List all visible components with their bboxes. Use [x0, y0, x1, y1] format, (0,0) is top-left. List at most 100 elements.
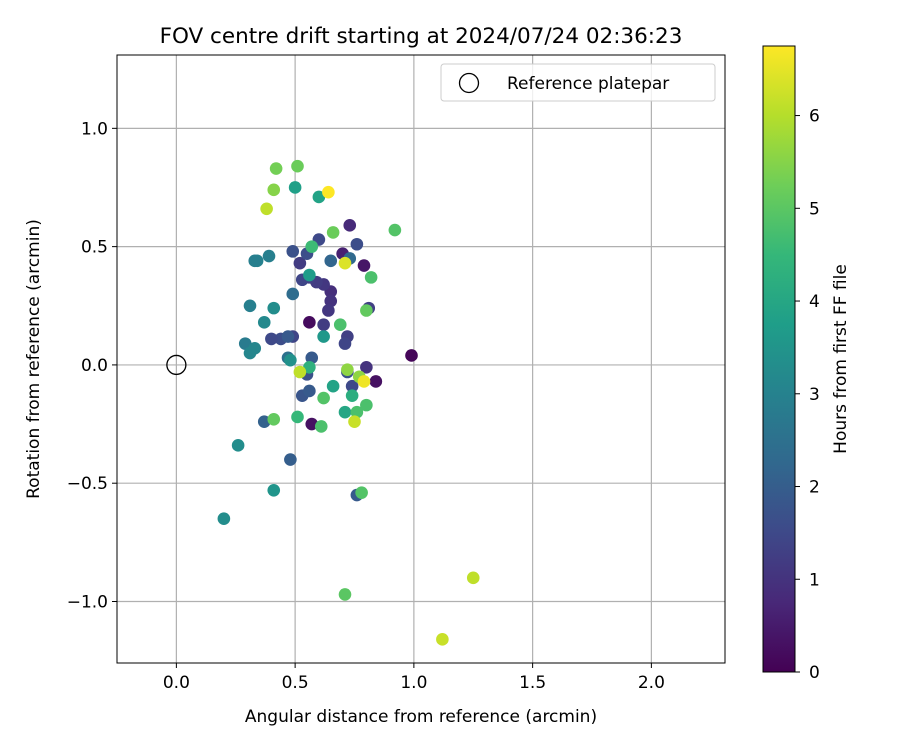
colorbar-tick-label: 2: [809, 478, 820, 498]
plot-frame: [116, 54, 726, 664]
data-point: [350, 405, 364, 419]
data-point: [303, 268, 316, 282]
data-point: [286, 245, 300, 258]
x-tick-label: 0.5: [282, 673, 309, 693]
data-point: [314, 420, 328, 433]
y-tick-label: 0.5: [81, 238, 108, 258]
colorbar-frame: [762, 45, 796, 673]
data-point: [257, 415, 271, 428]
colorbar-tick-label: 4: [809, 292, 820, 312]
data-point: [238, 337, 252, 350]
data-point: [303, 360, 316, 374]
y-tick-label: −0.5: [67, 474, 108, 494]
colorbar-tick-label: 1: [809, 570, 820, 590]
colorbar: 0 1 2 3 4 5 6 Hours from first FF file: [762, 45, 851, 683]
data-point: [217, 512, 231, 525]
data-point: [357, 375, 371, 388]
y-axis-ticks: −1.0 −0.5 0.0 0.5 1.0: [67, 119, 117, 612]
y-tick-label: 1.0: [81, 119, 108, 139]
data-points: [217, 159, 480, 646]
data-point: [322, 304, 335, 317]
legend-label: Reference platepar: [507, 74, 669, 94]
data-point: [317, 330, 330, 343]
data-point: [257, 316, 271, 329]
data-point: [269, 162, 283, 175]
data-point: [360, 398, 373, 412]
data-point: [466, 571, 480, 585]
plot-background: [117, 55, 725, 663]
data-point: [305, 240, 319, 253]
colorbar-tick-label: 0: [809, 663, 820, 683]
data-point: [333, 318, 347, 331]
data-point: [248, 254, 262, 268]
data-point: [284, 353, 297, 367]
data-point: [345, 389, 359, 402]
data-point: [303, 384, 316, 398]
chart-title: FOV centre drift starting at 2024/07/24 …: [160, 24, 683, 49]
data-point: [284, 453, 297, 466]
colorbar-label: Hours from first FF file: [831, 264, 851, 454]
data-point: [343, 219, 357, 232]
data-point: [369, 375, 383, 388]
data-point: [338, 337, 352, 350]
y-tick-label: 0.0: [81, 356, 108, 376]
data-point: [291, 410, 304, 424]
legend-reference-marker: [458, 72, 480, 94]
x-tick-label: 1.0: [400, 673, 427, 693]
data-point: [388, 223, 402, 237]
data-point: [357, 259, 371, 272]
x-tick-label: 2.0: [638, 673, 665, 693]
data-point: [293, 365, 307, 379]
reference-marker: [166, 354, 187, 376]
data-point: [324, 294, 338, 308]
data-point: [326, 226, 340, 239]
data-point: [326, 379, 340, 393]
reference-marker-layer: [166, 354, 187, 376]
data-point: [322, 185, 335, 199]
data-point: [350, 237, 364, 251]
data-point: [338, 256, 352, 270]
data-point: [312, 190, 326, 204]
x-tick-label: 1.5: [519, 673, 546, 693]
data-point: [265, 332, 278, 346]
data-point: [317, 391, 330, 405]
data-point: [317, 318, 330, 331]
legend-box: [440, 63, 716, 102]
data-point: [338, 588, 352, 601]
data-point: [267, 483, 281, 497]
data-point: [405, 349, 418, 362]
data-point: [345, 379, 359, 393]
colorbar-ticks: 0 1 2 3 4 5 6: [795, 107, 820, 683]
data-point: [267, 413, 281, 426]
data-point: [364, 271, 378, 284]
data-point: [281, 330, 295, 343]
data-point: [341, 363, 354, 376]
data-point: [305, 417, 319, 431]
data-point: [267, 183, 281, 197]
data-point: [243, 346, 257, 360]
x-tick-label: 0.0: [163, 673, 190, 693]
colorbar-gradient: [763, 46, 795, 672]
data-point: [324, 254, 338, 268]
data-point: [348, 415, 361, 428]
x-axis-label: Angular distance from reference (arcmin): [245, 707, 597, 727]
data-point: [360, 304, 373, 317]
data-point: [291, 159, 304, 173]
data-point: [262, 249, 276, 263]
data-point: [293, 256, 307, 270]
data-point: [305, 351, 319, 365]
data-point: [436, 633, 449, 646]
data-point: [288, 181, 302, 194]
data-point: [303, 316, 316, 329]
data-point: [286, 287, 300, 301]
x-axis-ticks: 0.0 0.5 1.0 1.5 2.0: [163, 663, 665, 693]
y-axis-label: Rotation from reference (arcmin): [24, 219, 44, 499]
data-point: [338, 405, 352, 419]
legend: Reference platepar: [440, 63, 716, 102]
data-point: [267, 301, 281, 315]
data-point: [260, 202, 273, 216]
y-tick-label: −1.0: [67, 592, 108, 612]
colorbar-tick-label: 3: [809, 385, 820, 405]
colorbar-tick-label: 5: [809, 199, 820, 219]
